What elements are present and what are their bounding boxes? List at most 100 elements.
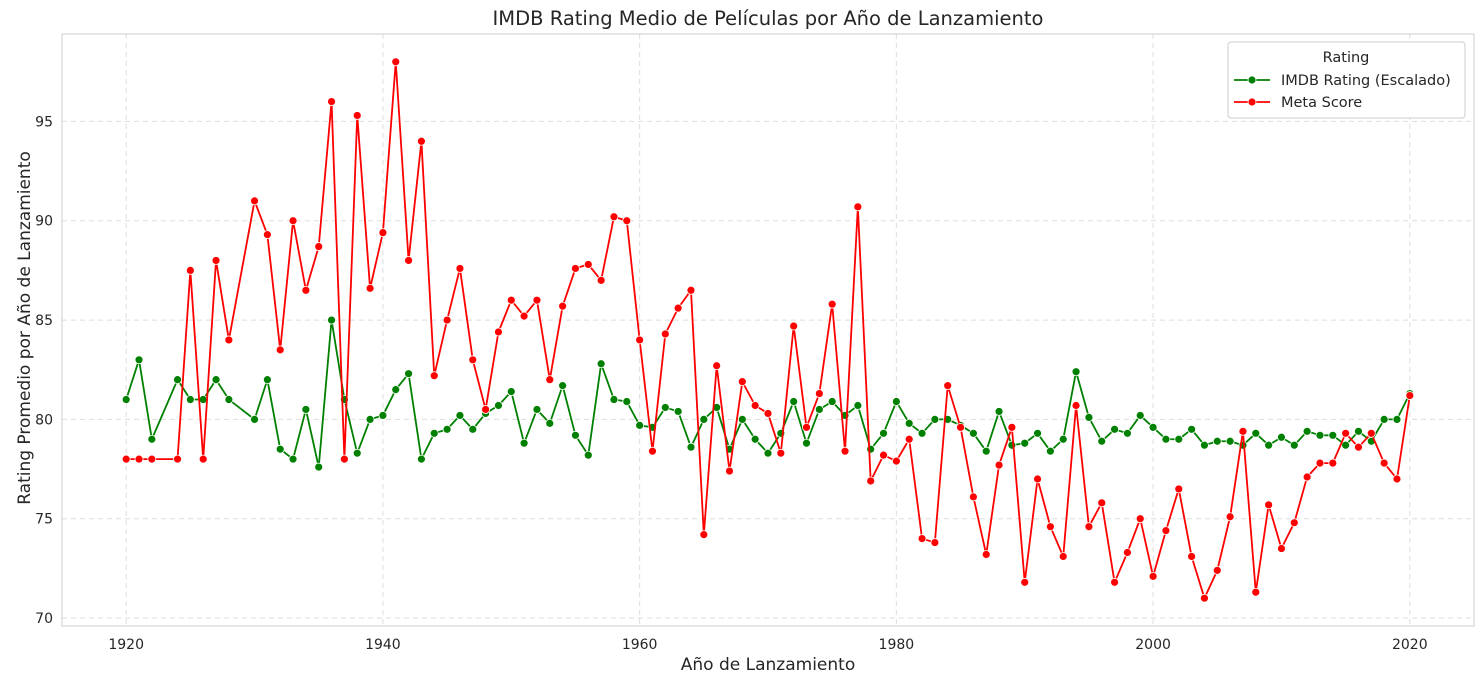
legend-marker-imdb-rating [1247, 75, 1257, 85]
data-point-meta-score [583, 260, 593, 269]
data-point-imdb-rating-escalado [1110, 424, 1119, 434]
data-point-imdb-rating-escalado [1200, 440, 1209, 450]
data-point-imdb-rating-escalado [1277, 432, 1286, 442]
data-point-meta-score [224, 335, 234, 345]
data-point-imdb-rating-escalado [1033, 428, 1042, 438]
data-point-meta-score [121, 454, 131, 464]
data-point-meta-score [1187, 552, 1196, 561]
data-point-meta-score [635, 335, 645, 345]
data-point-imdb-rating-escalado [250, 414, 259, 424]
data-point-imdb-rating-escalado [853, 401, 863, 410]
data-point-meta-score [660, 329, 670, 339]
data-point-meta-score [814, 389, 824, 398]
data-point-meta-score [147, 454, 157, 464]
data-point-meta-score [904, 434, 914, 444]
data-point-imdb-rating-escalado [378, 411, 388, 420]
data-point-meta-score [378, 228, 388, 238]
data-point-meta-score [1302, 472, 1312, 482]
data-point-imdb-rating-escalado [789, 397, 799, 406]
data-point-meta-score [622, 216, 632, 226]
data-point-imdb-rating-escalado [185, 395, 195, 404]
data-point-imdb-rating-escalado [391, 385, 401, 395]
legend-label-imdb-rating: IMDB Rating (Escalado) [1281, 73, 1451, 89]
data-point-meta-score [429, 371, 439, 381]
data-point-imdb-rating-escalado [365, 414, 375, 424]
legend: Rating IMDB Rating (Escalado) Meta Score [1227, 41, 1466, 119]
data-point-meta-score [365, 283, 375, 293]
data-point-imdb-rating-escalado [673, 407, 683, 416]
data-point-imdb-rating-escalado [699, 414, 709, 424]
data-point-imdb-rating-escalado [1302, 426, 1312, 436]
data-point-meta-score [1148, 571, 1158, 581]
data-point-imdb-rating-escalado [506, 387, 516, 396]
data-point-meta-score [1007, 422, 1017, 432]
data-point-imdb-rating-escalado [327, 315, 336, 325]
data-point-imdb-rating-escalado [1315, 430, 1325, 440]
data-point-imdb-rating-escalado [1161, 434, 1171, 444]
data-point-imdb-rating-escalado [981, 446, 991, 456]
data-point-meta-score [917, 534, 927, 543]
data-point-imdb-rating-escalado [147, 434, 157, 444]
data-point-meta-score [519, 311, 529, 321]
data-point-meta-score [1020, 577, 1030, 587]
x-tick-label: 1920 [108, 637, 144, 653]
data-point-imdb-rating-escalado [994, 407, 1004, 416]
data-point-imdb-rating-escalado [404, 369, 413, 379]
data-point-meta-score [250, 196, 259, 206]
data-point-meta-score [609, 212, 619, 222]
data-point-meta-score [1046, 522, 1055, 532]
data-point-meta-score [750, 401, 760, 410]
data-point-imdb-rating-escalado [1251, 428, 1261, 438]
data-point-imdb-rating-escalado [609, 395, 619, 404]
data-point-meta-score [1341, 428, 1351, 438]
data-point-imdb-rating-escalado [1341, 440, 1351, 450]
data-point-meta-score [1379, 458, 1389, 468]
data-point-imdb-rating-escalado [134, 355, 144, 365]
data-point-imdb-rating-escalado [1084, 413, 1094, 422]
data-point-imdb-rating-escalado [917, 428, 927, 438]
data-point-imdb-rating-escalado [583, 450, 593, 460]
y-tick-label: 90 [35, 214, 53, 230]
data-point-imdb-rating-escalado [622, 397, 632, 406]
data-point-meta-score [1200, 593, 1209, 603]
data-point-imdb-rating-escalado [1187, 424, 1196, 434]
data-point-imdb-rating-escalado [532, 405, 542, 414]
data-point-imdb-rating-escalado [763, 448, 773, 458]
data-point-meta-score [879, 450, 888, 460]
x-tick-label: 1940 [365, 637, 401, 653]
data-point-imdb-rating-escalado [1058, 434, 1068, 444]
data-point-meta-score [481, 405, 491, 414]
data-point-imdb-rating-escalado [494, 401, 503, 410]
data-point-imdb-rating-escalado [1097, 436, 1107, 446]
y-tick-label: 85 [35, 313, 53, 329]
data-point-meta-score [840, 446, 850, 456]
data-point-imdb-rating-escalado [275, 444, 285, 454]
data-point-meta-score [981, 550, 991, 559]
legend-entry-imdb: IMDB Rating (Escalado) [1234, 73, 1451, 89]
data-point-imdb-rating-escalado [121, 395, 131, 404]
data-point-meta-score [968, 492, 978, 502]
data-point-meta-score [494, 327, 503, 337]
data-point-meta-score [314, 242, 324, 251]
data-point-meta-score [134, 454, 144, 464]
data-point-meta-score [930, 538, 940, 547]
data-point-meta-score [417, 136, 426, 146]
data-point-imdb-rating-escalado [737, 414, 747, 424]
data-point-meta-score [468, 355, 478, 365]
data-point-meta-score [1097, 498, 1107, 508]
x-tick-label: 2020 [1392, 637, 1428, 653]
data-point-meta-score [943, 381, 953, 391]
data-point-imdb-rating-escalado [545, 418, 555, 428]
plot-area [61, 33, 1475, 627]
data-point-meta-score [699, 530, 709, 540]
data-point-meta-score [1110, 577, 1119, 587]
data-point-meta-score [198, 454, 208, 464]
data-point-imdb-rating-escalado [1225, 436, 1235, 446]
data-point-meta-score [391, 57, 401, 67]
data-point-meta-score [1071, 401, 1081, 410]
data-point-imdb-rating-escalado [1148, 422, 1158, 432]
data-point-imdb-rating-escalado [301, 405, 311, 414]
data-point-imdb-rating-escalado [1020, 438, 1030, 448]
data-point-imdb-rating-escalado [1071, 367, 1081, 377]
